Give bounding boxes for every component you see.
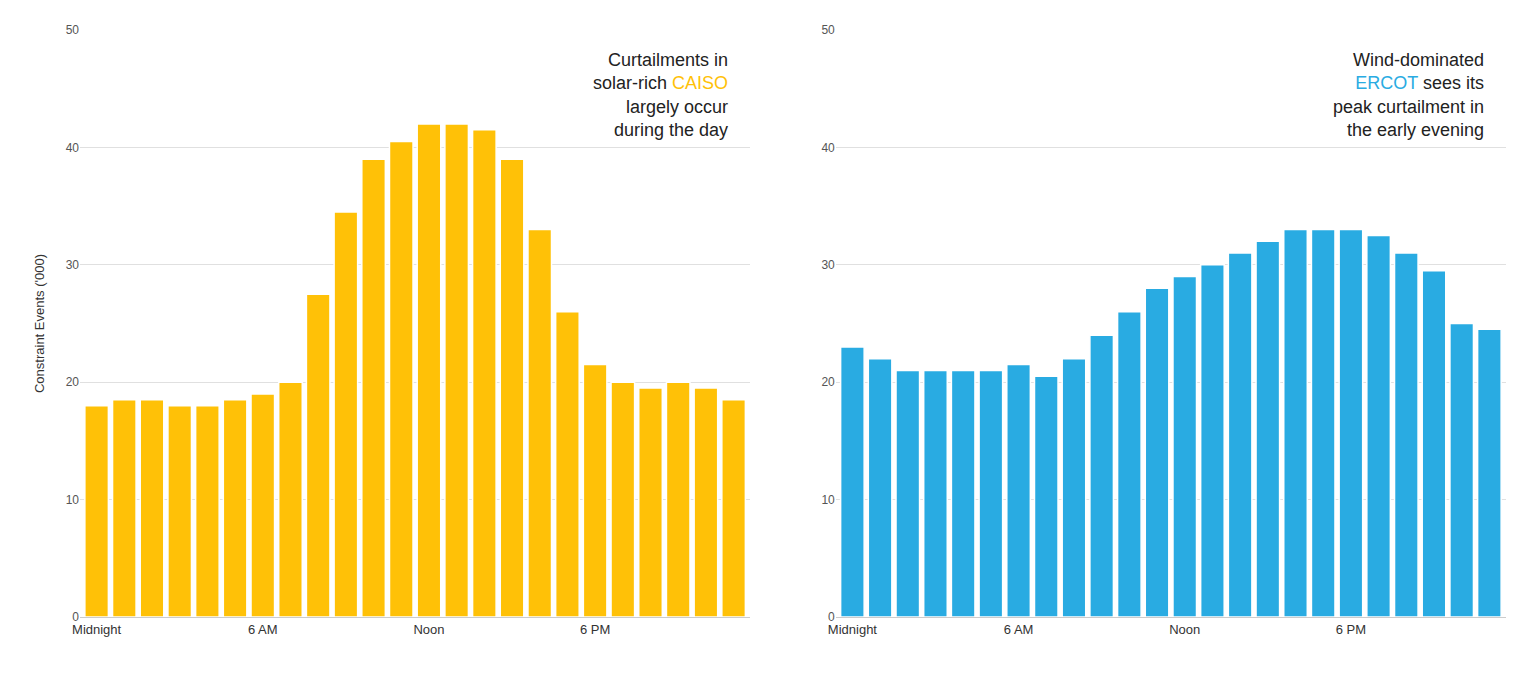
svg-text:0: 0: [72, 610, 79, 624]
svg-text:30: 30: [821, 258, 835, 272]
svg-text:6 AM: 6 AM: [1004, 622, 1034, 637]
svg-text:Noon: Noon: [1169, 622, 1200, 637]
svg-text:0: 0: [828, 610, 835, 624]
svg-text:20: 20: [821, 375, 835, 389]
svg-text:10: 10: [821, 493, 835, 507]
svg-text:Curtailments insolar-rich CAIS: Curtailments insolar-rich CAISOlargely o…: [593, 50, 728, 140]
svg-text:6 PM: 6 PM: [1336, 622, 1366, 637]
svg-text:Constraint Events ('000): Constraint Events ('000): [32, 254, 47, 393]
svg-text:6 AM: 6 AM: [248, 622, 278, 637]
svg-text:30: 30: [66, 258, 80, 272]
svg-text:20: 20: [66, 375, 80, 389]
svg-text:Midnight: Midnight: [72, 622, 122, 637]
svg-text:10: 10: [66, 493, 80, 507]
svg-text:6 PM: 6 PM: [580, 622, 610, 637]
svg-text:50: 50: [66, 23, 80, 37]
svg-text:50: 50: [821, 23, 835, 37]
svg-text:Wind-dominatedERCOT sees itspe: Wind-dominatedERCOT sees itspeak curtail…: [1333, 50, 1484, 140]
svg-text:Midnight: Midnight: [828, 622, 878, 637]
svg-text:40: 40: [66, 141, 80, 155]
svg-text:40: 40: [821, 141, 835, 155]
svg-text:Noon: Noon: [413, 622, 444, 637]
